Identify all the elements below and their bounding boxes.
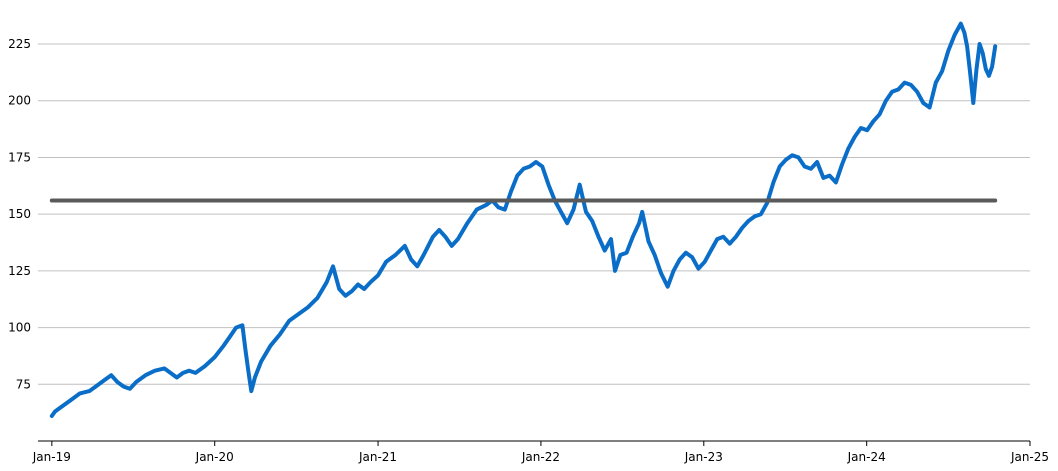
y-tick-label: 125 [8, 264, 31, 278]
x-tick-label: Jan-20 [195, 450, 234, 464]
gridlines [38, 43, 1030, 385]
y-tick-label: 100 [8, 321, 31, 335]
series-lines [49, 21, 998, 418]
x-tick-label: Jan-21 [358, 450, 397, 464]
y-tick-label: 150 [8, 207, 31, 221]
x-tick-label: Jan-22 [521, 450, 560, 464]
y-tick-label: 200 [8, 94, 31, 108]
y-tick-label: 175 [8, 150, 31, 164]
y-tick-label: 75 [16, 377, 31, 391]
x-axis: Jan-19 Jan-20 Jan-21 Jan-22 Jan-23 Jan-24 Jan-… [32, 440, 1049, 464]
x-tick-label: Jan-23 [684, 450, 723, 464]
x-tick-label: Jan-24 [847, 450, 886, 464]
series-line [49, 21, 998, 418]
y-tick-label: 225 [8, 37, 31, 51]
x-tick-label: Jan-19 [32, 450, 71, 464]
y-axis-tick-labels: 75 100 125 150 175 200 225 [8, 37, 31, 391]
x-tick-label: Jan-25 [1010, 450, 1049, 464]
